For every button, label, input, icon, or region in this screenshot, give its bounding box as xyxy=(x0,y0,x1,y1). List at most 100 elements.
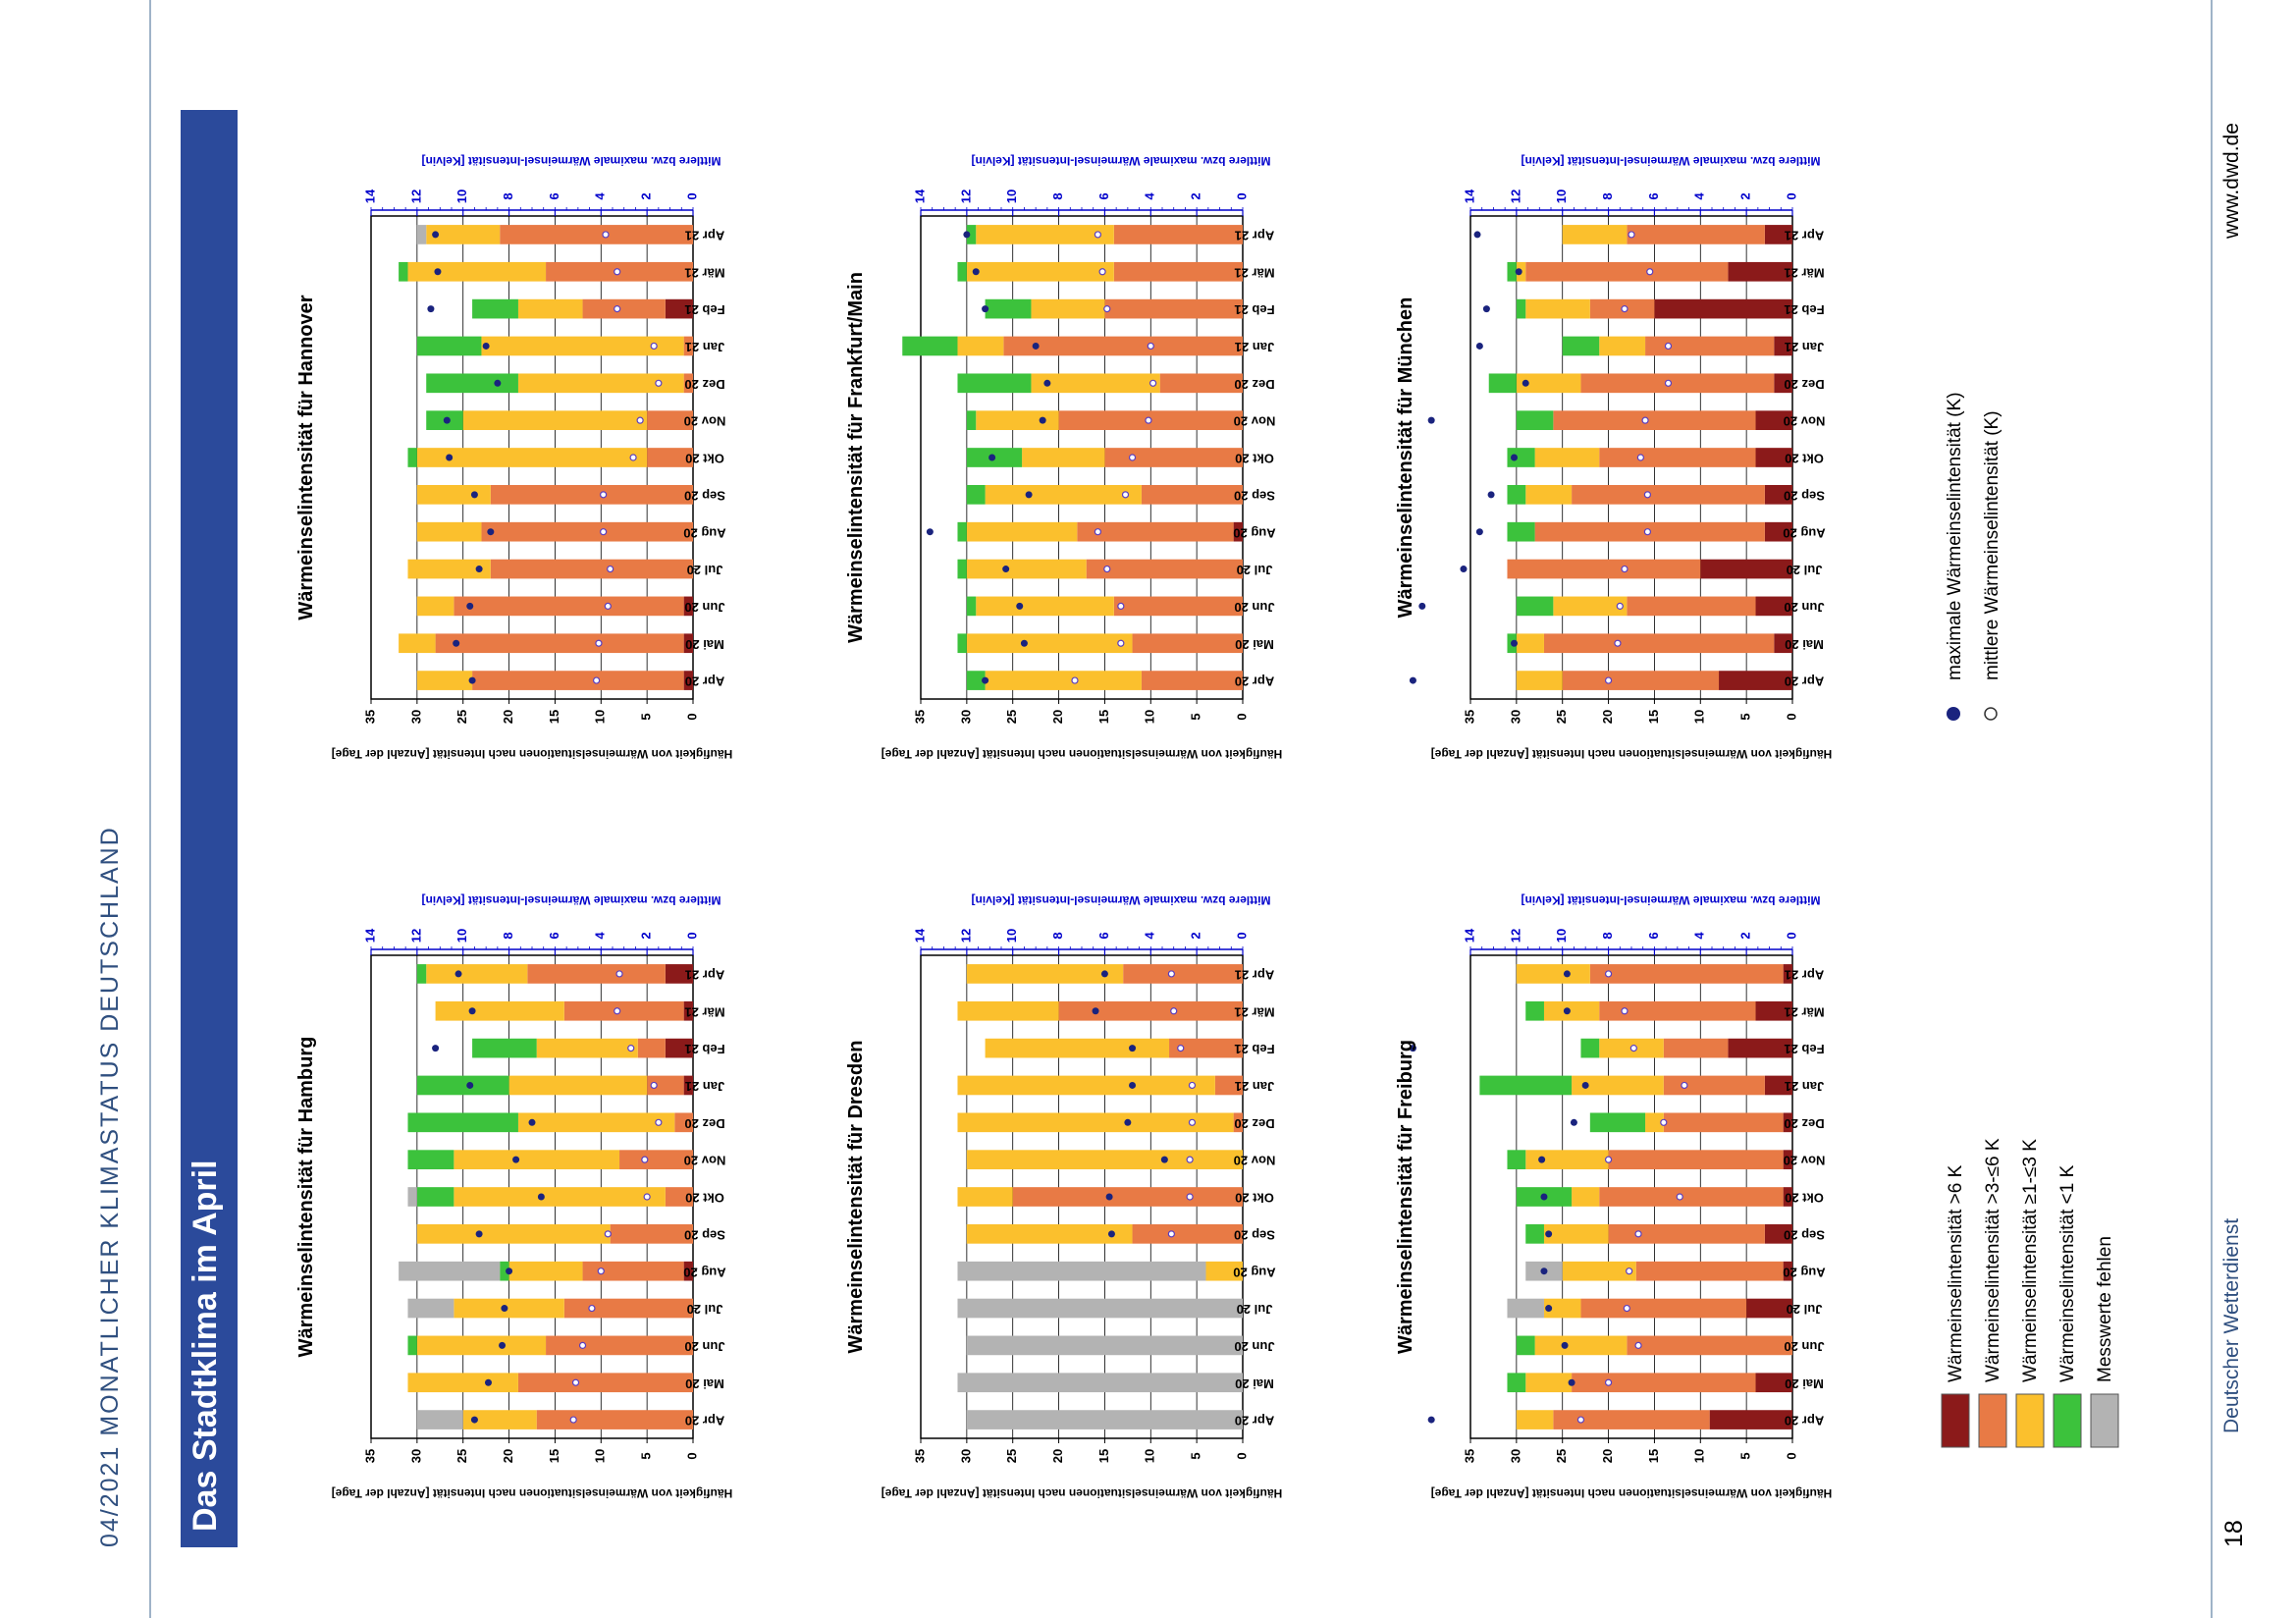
bar-segment-c4 xyxy=(426,373,518,394)
category-label: Jul 20 xyxy=(1787,563,1823,577)
bar-segment-c3 xyxy=(976,225,1114,244)
bar-segment-c1 xyxy=(683,1075,693,1096)
x2-tick-label: 12 xyxy=(958,189,973,203)
category-label: Aug 20 xyxy=(1233,525,1275,540)
mean-marker xyxy=(588,1304,596,1313)
x-tick-label: 30 xyxy=(408,710,423,724)
x-tick-label: 20 xyxy=(1600,710,1615,724)
legend-mean-marker xyxy=(1984,707,1998,721)
category-label: Apr 21 xyxy=(1785,228,1824,243)
bar-segment-c1 xyxy=(665,298,693,319)
mean-marker xyxy=(1103,305,1111,313)
max-marker xyxy=(494,379,502,387)
bar-segment-c4 xyxy=(1516,298,1526,319)
bar-segment-c1 xyxy=(683,1261,693,1281)
max-marker xyxy=(1511,639,1519,647)
max-marker xyxy=(512,1156,520,1163)
bar-segment-c3 xyxy=(1516,1410,1554,1429)
bar-segment-c3 xyxy=(1534,448,1600,467)
bar-segment-c2 xyxy=(683,336,693,356)
max-marker xyxy=(1427,416,1435,424)
bar-segment-c2 xyxy=(1113,225,1243,244)
bar-segment-c3 xyxy=(1525,1373,1573,1393)
bar-segment-c3 xyxy=(517,298,583,319)
x-tick-label: 20 xyxy=(1050,1449,1065,1463)
legend-swatch-c2 xyxy=(1978,1393,2007,1448)
x-tick-label: 20 xyxy=(1050,710,1065,724)
bar-segment-c3 xyxy=(1516,373,1581,394)
x2-tick-label: 10 xyxy=(1554,189,1569,203)
mean-marker xyxy=(1636,454,1644,461)
legend-label: Wärmeinselintensität >3-≤6 K xyxy=(1983,1138,2003,1382)
category-label: Feb 21 xyxy=(1234,302,1274,317)
x-axis-label: Häufigkeit von Wärmeinselsituationen nac… xyxy=(881,1486,1283,1500)
bar-segment-c2 xyxy=(1214,1075,1243,1096)
category-label: Apr 21 xyxy=(685,228,724,243)
bar-segment-c2 xyxy=(546,1335,693,1356)
x-tick-label: 25 xyxy=(1554,1449,1569,1463)
x-tick-label: 5 xyxy=(1189,1452,1203,1459)
x-tick-label: 30 xyxy=(1508,1449,1522,1463)
bar-segment-c3 xyxy=(957,1075,1215,1096)
category-label: Mai 20 xyxy=(1235,1376,1274,1391)
x2-tick-label: 14 xyxy=(362,189,377,203)
bar-segment-c3 xyxy=(454,1298,564,1319)
bar-segment-c2 xyxy=(1086,559,1243,579)
chart-panel-2: Apr 20 Mai 20 Jun 20 Jul 20 Aug 20 Sep 20 Okt … xyxy=(845,893,1282,1500)
max-marker xyxy=(1020,639,1028,647)
x-tick-label: 15 xyxy=(547,710,561,724)
bar-segment-c4 xyxy=(1589,1112,1646,1133)
x2-axis-label: Mittlere bzw. maximale Wärmeinsel-Intens… xyxy=(1522,893,1821,907)
bar-segment-c2 xyxy=(1058,1000,1243,1021)
x2-tick-label: 0 xyxy=(684,192,699,199)
bar-segment-c4 xyxy=(1525,1224,1544,1244)
mean-marker xyxy=(1664,342,1673,351)
x2-tick-label: 4 xyxy=(1143,192,1157,200)
max-marker xyxy=(1092,1007,1099,1015)
bar-segment-c3 xyxy=(1516,671,1563,690)
max-marker xyxy=(982,305,989,313)
bar-segment-c1 xyxy=(683,671,693,690)
category-label: Dez 20 xyxy=(1784,1116,1824,1131)
category-label: Nov 20 xyxy=(1784,1154,1826,1168)
category-label: Mai 20 xyxy=(685,1376,724,1391)
max-marker xyxy=(501,1305,508,1313)
bar-segment-c2 xyxy=(1663,1038,1729,1058)
bar-segment-c4 xyxy=(985,298,1032,319)
bar-segment-c3 xyxy=(407,559,491,579)
bar-segment-c3 xyxy=(1572,1075,1664,1096)
bar-segment-c5 xyxy=(966,1335,1243,1356)
max-marker xyxy=(1025,491,1033,499)
category-label: Dez 20 xyxy=(684,1116,724,1131)
max-marker xyxy=(1475,342,1483,350)
mean-marker xyxy=(1117,639,1125,647)
category-label: Apr 20 xyxy=(1785,674,1824,689)
x-tick-label: 5 xyxy=(1189,713,1203,720)
max-marker xyxy=(454,970,462,978)
legend-marker-label: maximale Wärmeinselintensität (K) xyxy=(1945,392,1965,680)
x-axis-label: Häufigkeit von Wärmeinselsituationen nac… xyxy=(1431,747,1833,761)
bar-segment-c1 xyxy=(1764,225,1792,244)
category-label: Apr 21 xyxy=(1785,967,1824,982)
bar-segment-c3 xyxy=(1031,373,1160,394)
mean-marker xyxy=(615,970,623,978)
bar-segment-c4 xyxy=(1507,521,1535,542)
category-label: Mär 21 xyxy=(1784,1004,1824,1019)
legend-swatch-c3 xyxy=(2015,1393,2045,1448)
category-label: Sep 20 xyxy=(1234,488,1275,503)
max-marker xyxy=(487,528,495,536)
bar-segment-c3 xyxy=(517,373,684,394)
bar-segment-c4 xyxy=(966,596,977,617)
bar-segment-c3 xyxy=(976,410,1059,430)
mean-marker xyxy=(655,379,663,387)
bar-segment-c4 xyxy=(472,298,518,319)
bar-segment-c2 xyxy=(1599,1000,1756,1021)
bar-segment-c3 xyxy=(426,225,501,244)
max-marker xyxy=(1487,491,1495,499)
max-marker xyxy=(1545,1305,1553,1313)
mean-marker xyxy=(1121,491,1130,499)
max-marker xyxy=(1427,1416,1435,1424)
bar-segment-c3 xyxy=(976,596,1114,617)
x-tick-label: 15 xyxy=(1646,710,1661,724)
bar-segment-c3 xyxy=(1525,485,1573,505)
